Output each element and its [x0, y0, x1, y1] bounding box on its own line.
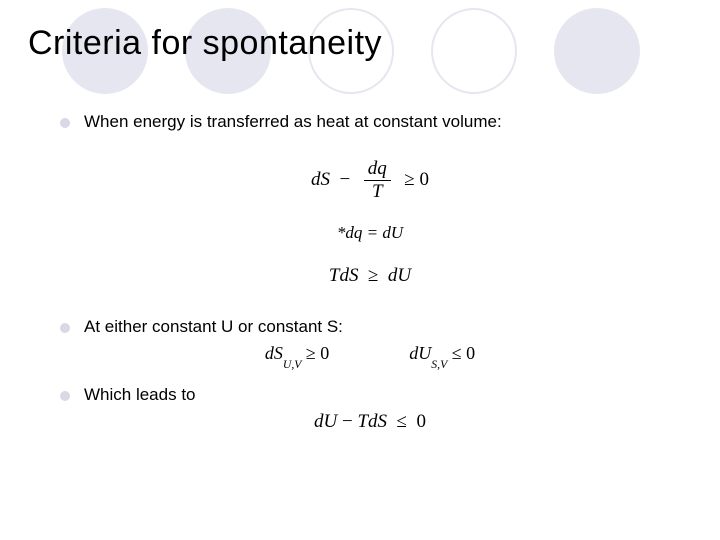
equation-2: *dq = dU [60, 223, 680, 243]
equation-5: dU − TdS ≤ 0 [60, 411, 680, 433]
bullet-2: At either constant U or constant S: [60, 317, 680, 337]
bullet-3: Which leads to [60, 385, 680, 405]
equation-3: TdS ≥ dU [60, 265, 680, 287]
equation-4a: dSU,V ≥ 0 [265, 343, 329, 367]
equation-4b: dUS,V ≤ 0 [409, 343, 475, 367]
bullet-icon [60, 323, 70, 333]
bullet-icon [60, 118, 70, 128]
bullet-1-text: When energy is transferred as heat at co… [84, 112, 502, 132]
slide-title: Criteria for spontaneity [28, 24, 382, 63]
bullet-1: When energy is transferred as heat at co… [60, 112, 680, 132]
circle-4 [431, 8, 517, 94]
equation-1: dS − dqT ≥ 0 [60, 158, 680, 203]
equation-4-pair: dSU,V ≥ 0 dUS,V ≤ 0 [60, 343, 680, 367]
bullet-icon [60, 391, 70, 401]
bullet-2-text: At either constant U or constant S: [84, 317, 343, 337]
slide-content: When energy is transferred as heat at co… [60, 112, 680, 433]
circle-5 [554, 8, 640, 94]
bullet-3-text: Which leads to [84, 385, 196, 405]
